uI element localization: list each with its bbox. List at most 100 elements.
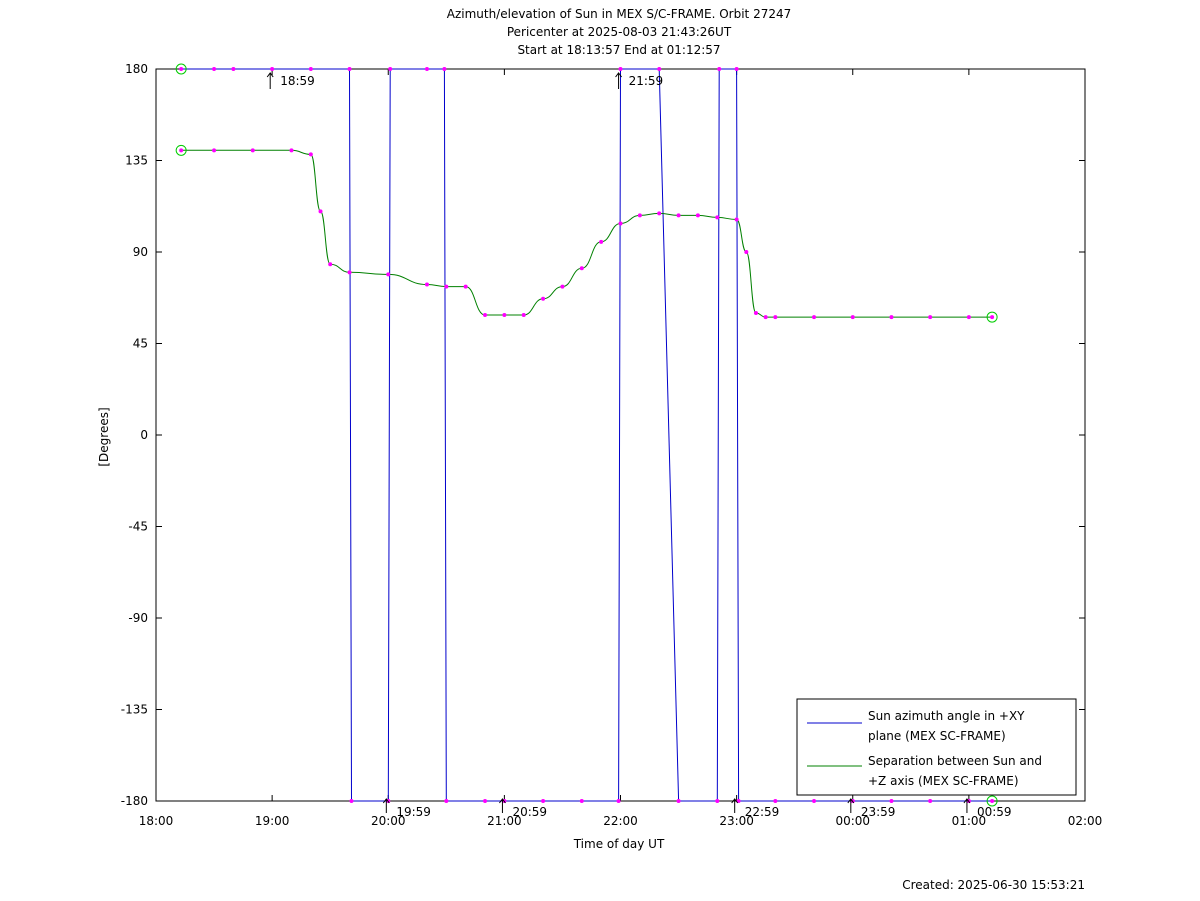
series-0-point-12 bbox=[483, 799, 488, 803]
series-1-point-21 bbox=[657, 211, 662, 216]
series-0-point-22 bbox=[734, 67, 739, 71]
series-1-point-13 bbox=[502, 313, 507, 318]
series-0-point-2 bbox=[231, 67, 236, 71]
series-1-point-29 bbox=[773, 315, 778, 320]
series-0-point-25 bbox=[812, 799, 817, 803]
time-marker-label-3: 21:59 bbox=[629, 74, 664, 88]
legend-label-separation-2: +Z axis (MEX SC-FRAME) bbox=[868, 774, 1019, 788]
series-1-point-31 bbox=[850, 315, 855, 320]
time-marker-label-1: 19:59 bbox=[396, 805, 431, 819]
footer-created: Created: 2025-06-30 15:53:21 bbox=[902, 878, 1085, 892]
series-1-point-0 bbox=[179, 148, 184, 153]
series-1-point-17 bbox=[579, 266, 584, 271]
series-1-point-34 bbox=[966, 315, 971, 320]
x-tick-label-3: 21:00 bbox=[487, 814, 522, 828]
y-tick-label-1: 135 bbox=[125, 154, 148, 168]
series-1-point-10 bbox=[444, 284, 449, 289]
title-line-3: Start at 18:13:57 End at 01:12:57 bbox=[517, 43, 720, 57]
time-marker-head-4 bbox=[731, 798, 739, 804]
y-axis: 180 135 90 45 0 -45 -90 -135 -180 bbox=[121, 62, 1085, 808]
y-tick-label-8: -180 bbox=[121, 794, 148, 808]
series-0-point-10 bbox=[442, 67, 447, 71]
series-1-point-14 bbox=[521, 313, 526, 318]
x-tick-label-4: 22:00 bbox=[603, 814, 638, 828]
chart-title: Azimuth/elevation of Sun in MEX S/C-FRAM… bbox=[447, 7, 792, 57]
series-1-point-18 bbox=[599, 239, 604, 244]
series-1-point-26 bbox=[744, 250, 749, 254]
series-0-point-28 bbox=[928, 799, 933, 803]
legend-label-separation-1: Separation between Sun and bbox=[868, 754, 1042, 768]
series-1-point-16 bbox=[560, 284, 565, 289]
x-tick-label-7: 01:00 bbox=[952, 814, 987, 828]
series-0-point-8 bbox=[388, 67, 393, 71]
series-1-point-2 bbox=[250, 148, 255, 153]
series-1-point-9 bbox=[424, 282, 429, 287]
series-0-point-3 bbox=[270, 67, 275, 71]
series-0-point-6 bbox=[349, 799, 354, 803]
series-0-point-1 bbox=[212, 67, 217, 71]
series-0-start-marker bbox=[175, 63, 187, 75]
series-1-point-4 bbox=[308, 152, 313, 157]
series-1-point-30 bbox=[812, 315, 817, 320]
series-1-point-23 bbox=[695, 213, 700, 218]
series-0-point-17 bbox=[618, 67, 623, 71]
series-line-0 bbox=[181, 68, 993, 802]
series-1-point-33 bbox=[928, 315, 933, 320]
series-layer bbox=[175, 63, 998, 807]
time-marker-label-6: 00:59 bbox=[977, 805, 1012, 819]
series-1-point-1 bbox=[212, 148, 217, 153]
x-tick-label-8: 02:00 bbox=[1068, 814, 1103, 828]
series-0-point-9 bbox=[424, 67, 429, 71]
x-axis: 18:00 19:00 20:00 21:00 22:00 23:00 00:00 01:00… bbox=[139, 69, 1103, 828]
series-1-point-11 bbox=[463, 284, 468, 289]
time-marker-head-3 bbox=[615, 72, 622, 78]
time-marker-head-0 bbox=[266, 72, 274, 78]
series-1-point-12 bbox=[483, 313, 488, 318]
title-line-1: Azimuth/elevation of Sun in MEX S/C-FRAM… bbox=[447, 7, 792, 21]
series-1-start-marker bbox=[175, 144, 187, 156]
series-0-point-14 bbox=[541, 799, 546, 803]
series-0-end-marker bbox=[986, 795, 998, 807]
series-1-point-15 bbox=[541, 296, 546, 301]
legend-box bbox=[796, 698, 1077, 796]
legend-label-azimuth-2: plane (MEX SC-FRAME) bbox=[868, 729, 1006, 743]
time-marker-label-5: 23:59 bbox=[861, 805, 896, 819]
series-1-point-19 bbox=[618, 221, 623, 226]
series-0-point-5 bbox=[347, 67, 352, 71]
series-0-point-16 bbox=[616, 799, 621, 803]
series-1-point-25 bbox=[734, 217, 739, 222]
series-0-point-20 bbox=[715, 799, 720, 803]
legend: Sun azimuth angle in +XY plane (MEX SC-F… bbox=[796, 698, 1077, 796]
time-marker-head-1 bbox=[382, 798, 390, 804]
y-tick-label-0: 180 bbox=[125, 62, 148, 76]
time-marker-head-2 bbox=[499, 798, 506, 804]
series-1-point-27 bbox=[753, 311, 758, 315]
series-0-point-18 bbox=[657, 67, 662, 71]
time-marker-head-5 bbox=[847, 798, 855, 804]
y-tick-label-3: 45 bbox=[133, 337, 148, 351]
series-1-point-35 bbox=[990, 315, 995, 320]
series-0-point-11 bbox=[444, 799, 449, 803]
series-0-point-0 bbox=[179, 67, 184, 71]
x-axis-label: Time of day UT bbox=[573, 837, 665, 851]
y-tick-label-5: -45 bbox=[128, 520, 148, 534]
series-0-point-24 bbox=[773, 799, 778, 803]
time-markers: 18:59 19:59 20:59 21:59 22:59 23:59 00:59 bbox=[266, 72, 1012, 819]
series-1-point-24 bbox=[715, 215, 720, 220]
series-1-point-5 bbox=[318, 209, 323, 214]
series-0-point-4 bbox=[308, 67, 313, 71]
x-tick-label-1: 19:00 bbox=[255, 814, 290, 828]
y-tick-label-6: -90 bbox=[128, 611, 148, 625]
series-0-point-30 bbox=[990, 799, 995, 803]
y-tick-label-2: 90 bbox=[133, 245, 148, 259]
series-0-point-19 bbox=[676, 799, 681, 803]
x-tick-label-6: 00:00 bbox=[835, 814, 870, 828]
x-tick-label-2: 20:00 bbox=[371, 814, 406, 828]
series-1-point-7 bbox=[347, 270, 352, 275]
x-tick-label-0: 18:00 bbox=[139, 814, 174, 828]
series-1-point-3 bbox=[289, 148, 294, 153]
series-line-1 bbox=[181, 149, 993, 318]
series-1-point-20 bbox=[637, 213, 642, 218]
y-axis-label: [Degrees] bbox=[97, 407, 111, 466]
